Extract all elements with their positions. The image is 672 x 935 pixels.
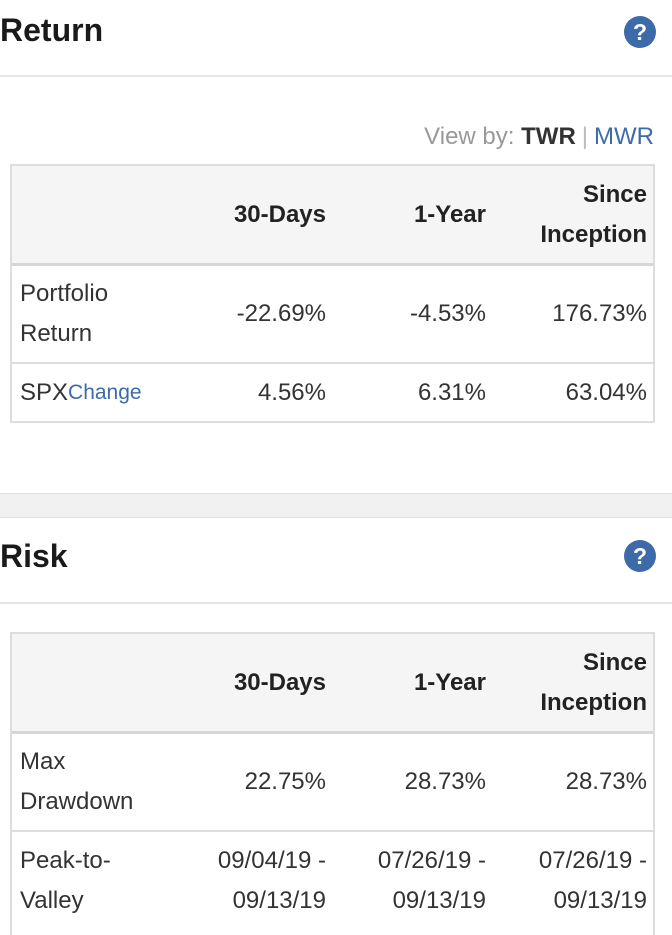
row-label-max-drawdown: Max Drawdown [20, 734, 190, 830]
table-header-row: 30-Days 1-Year Since Inception [12, 166, 653, 266]
view-by-toggle: View by: TWR | MWR [424, 123, 654, 151]
question-circle-icon[interactable]: ? [624, 16, 656, 48]
column-header-1-year: 1-Year [413, 200, 486, 228]
change-benchmark-link[interactable]: Change [68, 381, 142, 404]
row-label-portfolio-return: Portfolio Return [20, 266, 190, 362]
value-30-days: 09/04/19 - 09/13/19 [192, 832, 326, 930]
column-header-since-inception: Since Inception [492, 634, 647, 731]
risk-header: Risk ? [0, 518, 672, 604]
risk-title: Risk [0, 538, 68, 574]
inception-label: Inception [540, 688, 647, 716]
view-by-mwr[interactable]: MWR [594, 123, 654, 150]
view-by-label: View by: [424, 123, 515, 150]
value-1-year: 07/26/19 - 09/13/19 [332, 832, 486, 930]
view-by-separator: | [581, 123, 589, 150]
value-30-days: 22.75% [244, 768, 326, 795]
value-since-inception: 63.04% [565, 379, 647, 406]
date-start: 09/04/19 - [217, 847, 326, 874]
risk-card: Risk ? 30-Days 1-Year Since Inception Ma… [0, 518, 672, 935]
return-table: 30-Days 1-Year Since Inception Portfolio… [10, 164, 655, 423]
row-label-line1: Max [20, 748, 66, 775]
column-header-since-inception: Since Inception [492, 166, 647, 263]
table-row: SPX Change 4.56% 6.31% 63.04% [12, 364, 653, 422]
value-1-year: 6.31% [417, 379, 486, 406]
value-30-days: -22.69% [236, 300, 326, 327]
view-by-twr[interactable]: TWR [521, 123, 576, 150]
value-since-inception: 28.73% [565, 768, 647, 795]
value-30-days: 4.56% [257, 379, 326, 406]
row-label-line2: Drawdown [20, 788, 134, 815]
table-row: Portfolio Return -22.69% -4.53% 176.73% [12, 266, 653, 364]
row-label-line1: Portfolio [20, 280, 109, 307]
column-header-1-year: 1-Year [413, 668, 486, 696]
section-divider [0, 493, 672, 518]
table-row: Peak-to- Valley 09/04/19 - 09/13/19 07/2… [12, 832, 653, 930]
spx-label: SPX [20, 379, 69, 406]
row-label-line1: Peak-to- [20, 847, 111, 874]
date-start: 07/26/19 - [538, 847, 647, 874]
since-label: Since [582, 648, 647, 676]
row-label-line2: Return [20, 320, 93, 347]
return-header: Return ? [0, 0, 672, 77]
value-1-year: -4.53% [409, 300, 486, 327]
return-card: Return ? View by: TWR | MWR 30-Days 1-Year… [0, 0, 672, 423]
column-header-30-days: 30-Days [233, 668, 326, 696]
return-title: Return [0, 12, 104, 48]
value-since-inception: 176.73% [552, 300, 647, 327]
since-label: Since [582, 180, 647, 208]
value-1-year: 28.73% [404, 768, 486, 795]
inception-label: Inception [540, 220, 647, 248]
row-label-spx: SPX Change [20, 364, 190, 422]
table-header-row: 30-Days 1-Year Since Inception [12, 634, 653, 734]
table-row: Max Drawdown 22.75% 28.73% 28.73% [12, 734, 653, 832]
date-end: 09/13/19 [553, 887, 647, 914]
risk-table: 30-Days 1-Year Since Inception Max Drawd… [10, 632, 655, 935]
header-empty-cell [20, 166, 190, 263]
value-since-inception: 07/26/19 - 09/13/19 [492, 832, 647, 930]
date-end: 09/13/19 [232, 887, 326, 914]
question-circle-icon[interactable]: ? [624, 540, 656, 572]
date-end: 09/13/19 [392, 887, 486, 914]
date-start: 07/26/19 - [377, 847, 486, 874]
column-header-30-days: 30-Days [233, 200, 326, 228]
row-label-line2: Valley [20, 887, 84, 914]
row-label-peak-to-valley: Peak-to- Valley [20, 832, 190, 930]
header-empty-cell [20, 634, 190, 731]
